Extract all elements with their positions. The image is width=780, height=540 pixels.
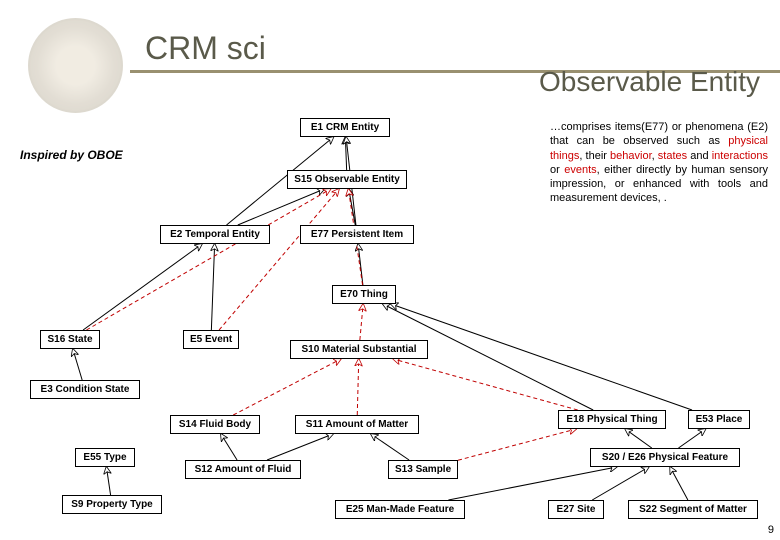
node-e53: E53 Place <box>688 410 750 429</box>
node-s10: S10 Material Substantial <box>290 340 428 359</box>
node-e5: E5 Event <box>183 330 239 349</box>
node-s11: S11 Amount of Matter <box>295 415 419 434</box>
node-s22: S22 Segment of Matter <box>628 500 758 519</box>
node-e25: E25 Man-Made Feature <box>335 500 465 519</box>
node-e2: E2 Temporal Entity <box>160 225 270 244</box>
description-paragraph: …comprises items(E77) or phenomena (E2) … <box>550 120 768 206</box>
node-e1: E1 CRM Entity <box>300 118 390 137</box>
node-e70: E70 Thing <box>332 285 396 304</box>
node-e18: E18 Physical Thing <box>558 410 666 429</box>
node-s13: S13 Sample <box>388 460 458 479</box>
node-s12: S12 Amount of Fluid <box>185 460 301 479</box>
node-e3: E3 Condition State <box>30 380 140 399</box>
node-e77: E77 Persistent Item <box>300 225 414 244</box>
node-s16: S16 State <box>40 330 100 349</box>
inspired-by-label: Inspired by OBOE <box>20 148 123 162</box>
node-s14: S14 Fluid Body <box>170 415 260 434</box>
title-main: CRM sci <box>145 30 266 67</box>
logo-medallion <box>28 18 123 113</box>
title-right: Observable Entity <box>539 66 760 98</box>
page-number: 9 <box>768 524 774 536</box>
node-s15: S15 Observable Entity <box>287 170 407 189</box>
node-s9: S9 Property Type <box>62 495 162 514</box>
header: CRM sci Observable Entity <box>0 18 780 83</box>
node-e55: E55 Type <box>75 448 135 467</box>
node-s20: S20 / E26 Physical Feature <box>590 448 740 467</box>
node-e27: E27 Site <box>548 500 604 519</box>
